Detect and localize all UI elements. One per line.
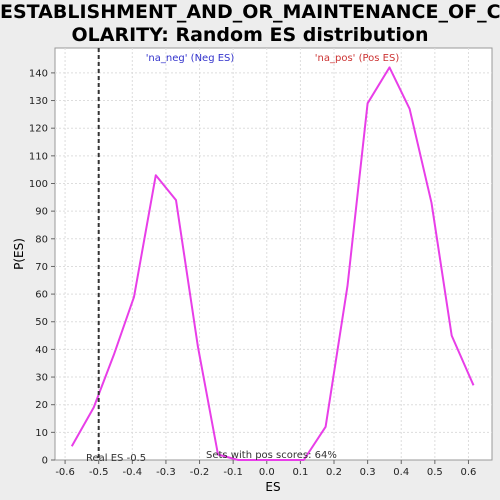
y-tick-label: 70	[35, 262, 48, 273]
neg-es-label: 'na_neg' (Neg ES)	[146, 53, 235, 64]
x-tick-label: -0.4	[123, 467, 143, 478]
y-tick-label: 60	[35, 290, 48, 301]
y-tick-label: 50	[35, 317, 48, 328]
series-layer	[70, 66, 475, 461]
x-tick-label: -0.3	[156, 467, 176, 478]
plot-area	[54, 47, 493, 461]
y-tick-label: 110	[29, 151, 48, 162]
x-tick-label: -0.5	[89, 467, 109, 478]
y-tick-label: 100	[29, 179, 48, 190]
y-tick-label: 20	[35, 400, 48, 411]
pos-es-label: 'na_pos' (Pos ES)	[315, 53, 400, 64]
x-tick-label: 0.4	[393, 467, 409, 478]
es-distribution-line	[70, 66, 475, 461]
x-tick-label: -0.1	[223, 467, 243, 478]
y-axis-title: P(ES)	[12, 238, 26, 270]
x-axis-title: ES	[265, 480, 280, 494]
y-tick-label: 140	[29, 68, 48, 79]
x-tick-label: 0.5	[427, 467, 443, 478]
x-tick-label: 0.2	[326, 467, 342, 478]
real-es-label: Real ES -0.5	[86, 453, 146, 464]
y-tick-label: 40	[35, 345, 48, 356]
y-tick-label: 130	[29, 96, 48, 107]
y-tick-label: 30	[35, 373, 48, 384]
x-tick-label: -0.6	[55, 467, 75, 478]
chart-title: ESTABLISHMENT_AND_OR_MAINTENANCE_OF_CELL…	[0, 0, 500, 47]
y-tick-label: 90	[35, 207, 48, 218]
x-tick-label: 0.6	[461, 467, 477, 478]
pos-scores-label: Sets with pos scores: 64%	[206, 450, 337, 461]
x-tick-label: 0.0	[259, 467, 275, 478]
x-tick-label: -0.2	[190, 467, 210, 478]
x-tick-label: 0.3	[360, 467, 376, 478]
axes: 0 10 20 30 40 50 60 70 80 90 100 110 120 130 140 -0.6 -0…	[29, 68, 477, 478]
y-tick-label: 0	[42, 456, 48, 467]
x-tick-label: 0.1	[292, 467, 308, 478]
y-tick-label: 120	[29, 124, 48, 135]
chart-title-line-2: OLARITY: Random ES distribution	[71, 24, 429, 46]
y-tick-label: 10	[35, 428, 48, 439]
chart-title-line-1: ESTABLISHMENT_AND_OR_MAINTENANCE_OF_CELL…	[0, 1, 500, 23]
y-tick-label: 80	[35, 234, 48, 245]
